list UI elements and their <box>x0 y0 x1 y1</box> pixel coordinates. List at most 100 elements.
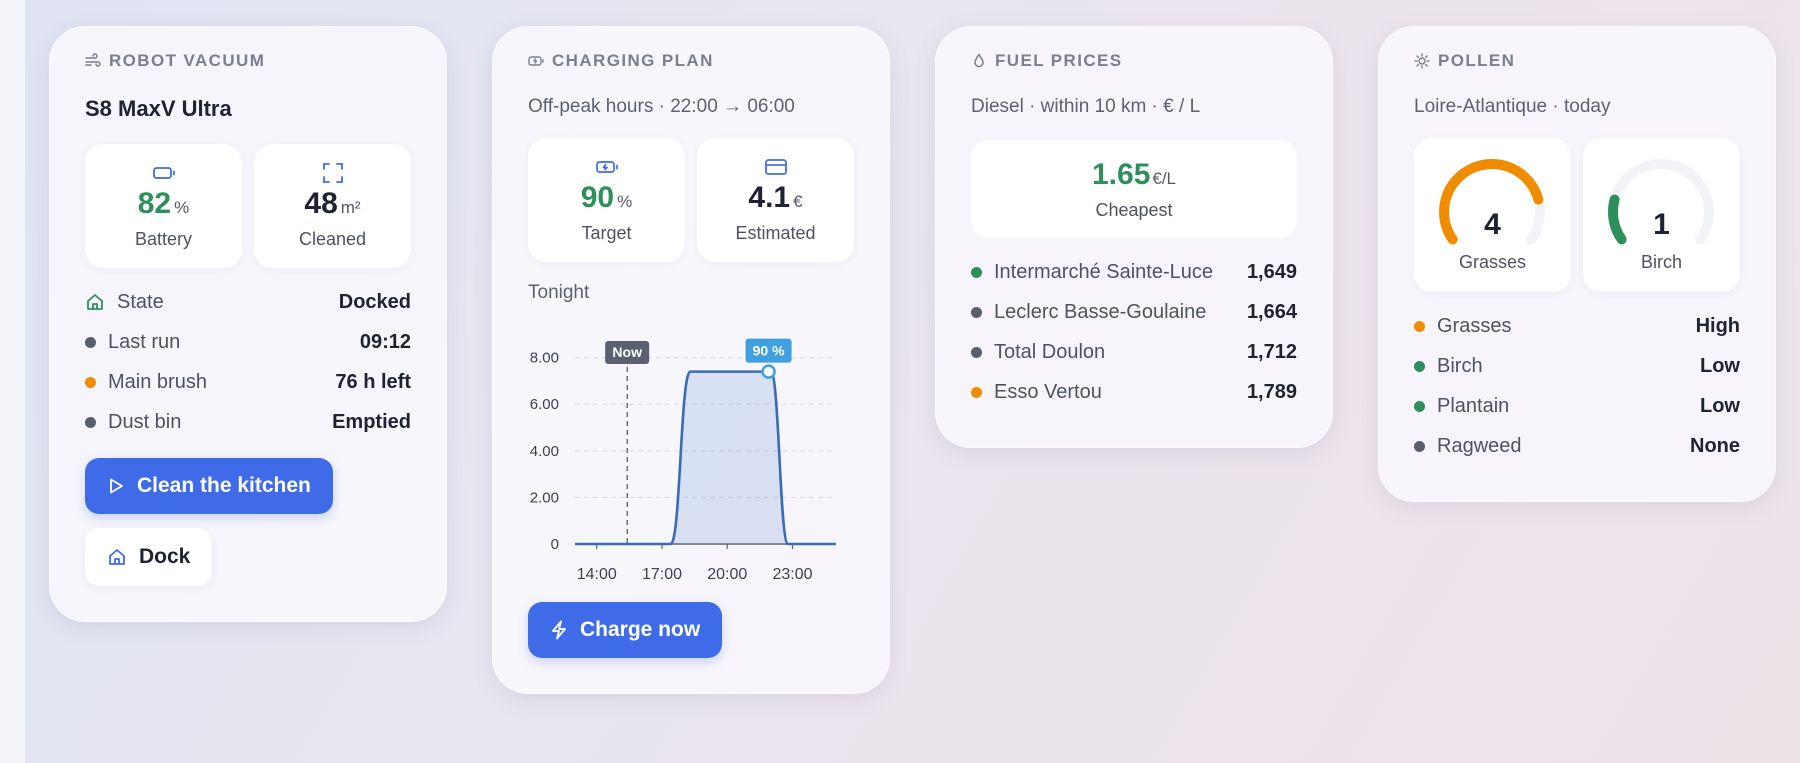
target-unit: % <box>617 191 633 211</box>
station-list: Intermarché Sainte-Luce 1,649 Leclerc Ba… <box>971 252 1297 412</box>
dock-label: Dock <box>139 545 191 568</box>
gauge-value: 1 <box>1653 208 1670 241</box>
pollen-value: High <box>1695 314 1740 337</box>
pollen-label: Ragweed <box>1437 434 1522 457</box>
pollen-row: Grasses High <box>1414 306 1740 346</box>
clean-kitchen-button[interactable]: Clean the kitchen <box>85 458 333 514</box>
status-dot <box>85 416 96 428</box>
cleaned-value: 48 <box>304 186 338 220</box>
device-model: S8 MaxV Ultra <box>85 96 232 121</box>
pollen-subtitle: Loire-Atlantique · today <box>1414 96 1611 117</box>
status-label: State <box>117 290 164 313</box>
pollen-row: Plantain Low <box>1414 386 1740 426</box>
station-price: 1,649 <box>1246 260 1297 283</box>
pollen-dot <box>1414 320 1425 332</box>
y-tick-label: 0 <box>551 536 559 553</box>
station-price: 1,712 <box>1246 340 1297 363</box>
pollen-dot <box>1414 440 1425 452</box>
status-row: State Docked <box>85 282 411 322</box>
play-icon <box>107 477 125 495</box>
station-dot <box>971 266 982 278</box>
x-tick-label: 23:00 <box>772 566 812 583</box>
battery-value: 82 <box>137 186 172 220</box>
status-label: Main brush <box>108 370 207 393</box>
fuel-prices-card: FUEL PRICES Diesel · within 10 km · € / … <box>935 26 1333 448</box>
pollen-row: Birch Low <box>1414 346 1740 386</box>
card-title: FUEL PRICES <box>995 51 1123 70</box>
area-icon <box>322 162 344 183</box>
charging-icon <box>528 53 544 69</box>
status-label: Last run <box>108 330 181 353</box>
cleaned-label: Cleaned <box>298 228 367 249</box>
station-row[interactable]: Total Doulon 1,712 <box>971 332 1297 372</box>
left-strip <box>0 0 25 763</box>
status-row: Last run 09:12 <box>85 322 411 362</box>
clean-kitchen-label: Clean the kitchen <box>137 474 311 497</box>
charge-now-button[interactable]: Charge now <box>528 602 723 658</box>
grasses-gauge <box>1439 159 1545 245</box>
estimated-unit: € <box>793 191 803 211</box>
card-title: CHARGING PLAN <box>552 51 714 70</box>
target-badge-label: 90 % <box>753 343 785 359</box>
target-tile: 90% Target <box>528 138 685 262</box>
status-row: Dust bin Emptied <box>85 402 411 442</box>
battery-charging-icon <box>595 157 619 177</box>
estimated-tile: 4.1 € Estimated <box>697 138 854 262</box>
station-name: Leclerc Basse-Goulaine <box>994 300 1207 323</box>
battery-icon <box>152 163 176 183</box>
station-dot <box>971 346 982 358</box>
cheapest-value: 1.65 <box>1091 157 1151 191</box>
robot-vacuum-card: ROBOT VACUUM S8 MaxV Ultra 82% Battery 4… <box>49 26 447 622</box>
pollen-row: Ragweed None <box>1414 426 1740 466</box>
sun-icon <box>1414 53 1430 69</box>
gauge-arc <box>1608 194 1627 245</box>
station-price: 1,664 <box>1246 300 1297 323</box>
pollen-dot <box>1414 360 1425 372</box>
y-tick-label: 8.00 <box>530 350 559 367</box>
status-value: Emptied <box>332 410 411 433</box>
gauge-value: 4 <box>1484 208 1501 241</box>
x-tick-label: 20:00 <box>707 566 747 583</box>
battery-unit: % <box>174 197 190 217</box>
status-value: 76 h left <box>335 370 411 393</box>
card-header: POLLEN <box>1414 50 1740 72</box>
station-row[interactable]: Leclerc Basse-Goulaine 1,664 <box>971 292 1297 332</box>
battery-label: Battery <box>134 228 193 249</box>
target-badge <box>745 338 792 363</box>
pollen-value: Low <box>1700 354 1740 377</box>
gauge-arc <box>1439 159 1544 245</box>
card-title: POLLEN <box>1438 51 1516 70</box>
y-tick-label: 6.00 <box>530 396 559 413</box>
station-name: Esso Vertou <box>994 380 1102 403</box>
estimated-label: Estimated <box>735 222 816 243</box>
gauge-label: Grasses <box>1458 252 1527 272</box>
status-dot <box>85 336 96 348</box>
lightning-icon <box>550 620 568 640</box>
charging-plan-card: CHARGING PLAN Off-peak hours · 22:00 → 0… <box>492 26 890 694</box>
x-tick-label: 14:00 <box>577 566 617 583</box>
pollen-value: None <box>1690 434 1740 457</box>
pollen-card: POLLEN Loire-Atlantique · today 4 Grasse… <box>1378 26 1776 502</box>
station-name: Intermarché Sainte-Luce <box>994 260 1214 283</box>
target-label: Target <box>581 222 632 243</box>
home-icon <box>107 547 127 567</box>
dock-button[interactable]: Dock <box>85 528 213 586</box>
station-row[interactable]: Intermarché Sainte-Luce 1,649 <box>971 252 1297 292</box>
cheapest-label: Cheapest <box>1095 199 1173 220</box>
target-value: 90 <box>580 180 615 214</box>
status-list: State Docked Last run 09:12 Main brush 7… <box>85 282 411 442</box>
station-name: Total Doulon <box>994 340 1106 363</box>
chart-line <box>574 370 836 546</box>
pollen-label: Plantain <box>1437 394 1510 417</box>
cleaned-tile: 48 m² Cleaned <box>254 144 411 268</box>
pollen-label: Grasses <box>1437 314 1512 337</box>
offpeak-hours: Off-peak hours · 22:00 → 06:00 <box>528 96 795 117</box>
estimated-value: 4.1 <box>748 180 791 214</box>
gauge-label: Birch <box>1640 252 1682 272</box>
pollen-label: Birch <box>1437 354 1483 377</box>
charging-chart: 0 2.00 4.00 6.00 8.00 14:00 17:00 20:00 23:00 Now… <box>530 338 836 583</box>
status-row: Main brush 76 h left <box>85 362 411 402</box>
cheapest-tile: 1.65 €/L Cheapest <box>971 140 1297 238</box>
wind-icon <box>85 53 101 69</box>
station-row[interactable]: Esso Vertou 1,789 <box>971 372 1297 412</box>
